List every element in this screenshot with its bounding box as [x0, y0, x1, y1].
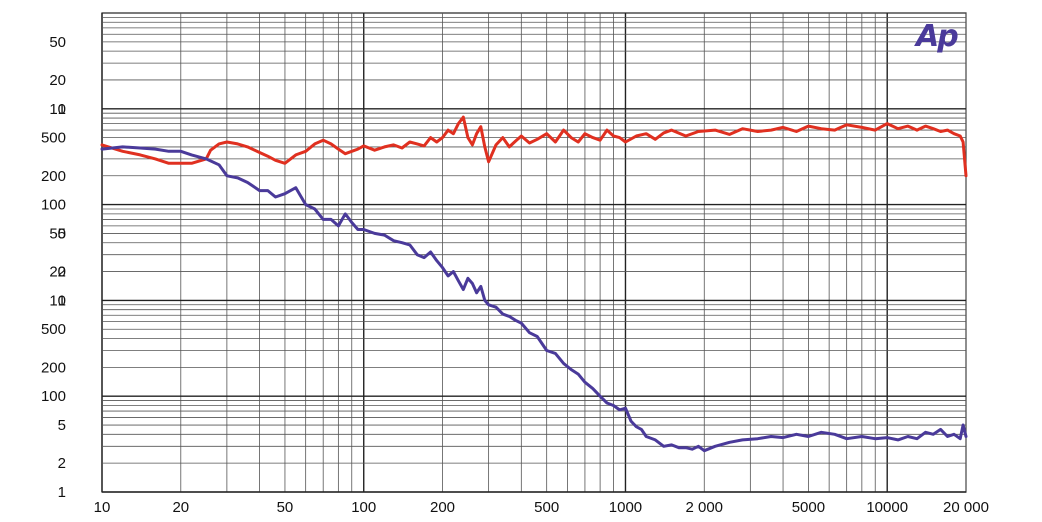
x-tick-label: 20: [172, 499, 189, 516]
y-tick-label: 10: [49, 101, 66, 118]
x-tick-label: 500: [534, 499, 559, 516]
x-tick-label: 10: [94, 499, 111, 516]
series-line-1: [100, 115, 968, 178]
ap-logo: Ap: [914, 19, 958, 54]
y-tick-label: 2: [58, 264, 66, 281]
y-tick-label: 200: [41, 168, 66, 185]
chart-series-group: [100, 115, 968, 453]
x-tick-label: 20 000: [943, 499, 989, 516]
x-axis-tick-labels: 10 20 50 100 200 500 1000 2 000 5000 10000 20 000: [94, 499, 989, 516]
y-tick-label: 50: [49, 34, 66, 51]
y-tick-label: 5: [58, 225, 66, 242]
y-axis-tick-labels: 1 500 200 100 50 20 10 5 2 1 500 200 100 50 20 10 5 2 1: [41, 34, 66, 501]
y-tick-label: 10: [49, 292, 66, 309]
y-tick-label: 1: [58, 101, 66, 118]
y-tick-label: 2: [58, 455, 66, 472]
y-tick-label: 200: [41, 359, 66, 376]
y-tick-label: 500: [41, 130, 66, 147]
chart-grid: [101, 12, 967, 493]
x-tick-label: 10000: [866, 499, 908, 516]
x-tick-label: 5000: [792, 499, 825, 516]
plot-frame: [101, 12, 967, 493]
x-tick-label: 1000: [609, 499, 642, 516]
y-tick-label: 1: [58, 484, 66, 501]
series-line-2: [100, 145, 968, 453]
x-tick-label: 50: [277, 499, 294, 516]
y-tick-label: 100: [41, 197, 66, 214]
y-tick-label: 20: [49, 72, 66, 89]
x-tick-label: 200: [430, 499, 455, 516]
y-tick-label: 1: [58, 292, 66, 309]
y-tick-label: 5: [58, 417, 66, 434]
y-tick-label: 500: [41, 321, 66, 338]
y-tick-label: 50: [49, 225, 66, 242]
y-tick-label: 100: [41, 388, 66, 405]
x-tick-label: 100: [351, 499, 376, 516]
y-tick-label: 20: [49, 264, 66, 281]
x-tick-label: 2 000: [685, 499, 723, 516]
